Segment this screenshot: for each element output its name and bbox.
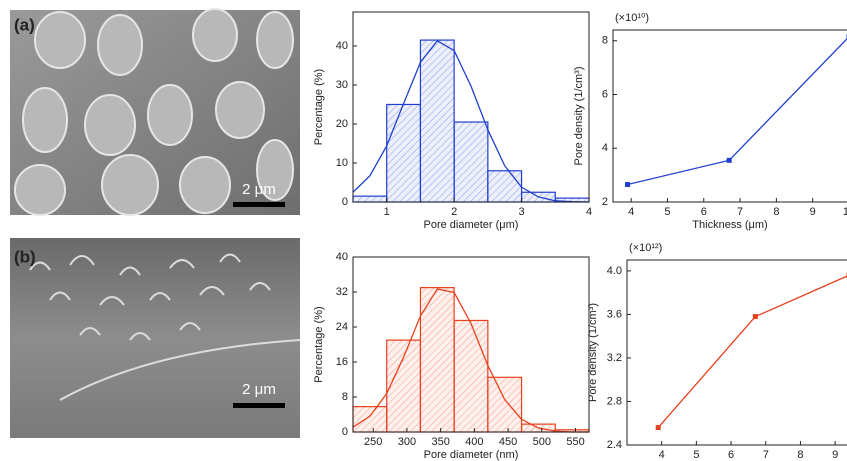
x-axis-label: Pore diameter (nm) — [424, 449, 519, 461]
x-tick-label: 5 — [693, 449, 699, 461]
sem-image-a — [10, 8, 300, 216]
fit-curve — [352, 288, 589, 433]
panel-label: (b) — [14, 247, 36, 266]
x-tick-label: 10 — [843, 206, 847, 218]
x-axis-label: Pore diameter (μm) — [424, 219, 519, 231]
marker — [752, 314, 758, 320]
marker — [625, 182, 631, 188]
y-tick-label: 32 — [336, 286, 348, 298]
y-tick-label: 2.4 — [607, 439, 622, 451]
y-tick-label: 2.8 — [607, 395, 622, 407]
marker — [726, 157, 732, 163]
x-tick-label: 4 — [628, 206, 634, 218]
fit-curve — [352, 40, 590, 203]
y-tick-label: 24 — [336, 321, 348, 333]
x-axis-label: Thickness (μm) — [692, 219, 767, 231]
y-tick-label: 4 — [602, 142, 608, 154]
x-tick-label: 3 — [519, 206, 525, 218]
axis-multiplier: (×10¹⁰) — [615, 12, 649, 24]
bar — [352, 406, 388, 433]
panel-label: (a) — [14, 15, 35, 34]
y-tick-label: 20 — [336, 118, 348, 130]
x-tick-label: 8 — [797, 449, 803, 461]
scale-bar-label: 2 μm — [242, 381, 276, 398]
bar — [352, 195, 388, 203]
x-tick-label: 400 — [465, 436, 483, 448]
y-tick-label: 10 — [336, 157, 348, 169]
y-axis-label: Percentage (%) — [313, 306, 325, 382]
y-tick-label: 6 — [602, 88, 608, 100]
x-tick-label: 500 — [533, 436, 551, 448]
line — [657, 275, 847, 429]
x-tick-label: 9 — [832, 449, 838, 461]
x-tick-label: 2 — [451, 206, 457, 218]
bar — [453, 121, 489, 203]
x-tick-label: 7 — [737, 206, 743, 218]
y-tick-label: 3.6 — [607, 308, 622, 320]
x-tick-label: 1 — [384, 206, 390, 218]
x-tick-label: 6 — [701, 206, 707, 218]
line — [627, 37, 847, 186]
x-tick-label: 7 — [763, 449, 769, 461]
x-tick-label: 6 — [728, 449, 734, 461]
bar — [419, 39, 455, 203]
plot-frame — [352, 11, 590, 203]
y-tick-label: 0 — [342, 196, 348, 208]
sem-image-b — [10, 238, 301, 438]
x-tick-label: 450 — [499, 436, 517, 448]
bar — [386, 339, 422, 433]
x-tick-label: 9 — [810, 206, 816, 218]
bar — [386, 103, 422, 203]
x-tick-label: 300 — [398, 436, 416, 448]
x-tick-label: 4 — [659, 449, 665, 461]
y-tick-label: 8 — [602, 35, 608, 47]
plot-frame — [612, 29, 847, 203]
y-tick-label: 3.2 — [607, 352, 622, 364]
y-tick-label: 40 — [336, 40, 348, 52]
x-tick-label: 550 — [566, 436, 584, 448]
bar — [453, 319, 489, 433]
plot-frame — [626, 259, 847, 446]
y-axis-label: Pore density (1/cm³) — [587, 303, 599, 402]
x-tick-label: 250 — [364, 436, 382, 448]
x-tick-label: 5 — [664, 206, 670, 218]
y-tick-label: 30 — [336, 79, 348, 91]
y-tick-label: 8 — [342, 391, 348, 403]
y-tick-label: 4.0 — [607, 265, 622, 277]
bar — [419, 287, 455, 433]
plot-frame — [352, 256, 590, 433]
y-tick-label: 16 — [336, 356, 348, 368]
x-tick-label: 4 — [586, 206, 592, 218]
bar — [487, 170, 523, 203]
x-tick-label: 350 — [431, 436, 449, 448]
y-tick-label: 40 — [336, 251, 348, 263]
y-tick-label: 0 — [342, 426, 348, 438]
y-tick-label: 2 — [602, 196, 608, 208]
y-axis-label: Percentage (%) — [313, 69, 325, 145]
bar — [487, 376, 523, 433]
scale-bar-label: 2 μm — [242, 181, 276, 198]
axis-multiplier: (×10¹²) — [629, 242, 662, 254]
marker — [655, 425, 661, 431]
y-axis-label: Pore density (1/cm³) — [573, 66, 585, 165]
x-tick-label: 8 — [773, 206, 779, 218]
